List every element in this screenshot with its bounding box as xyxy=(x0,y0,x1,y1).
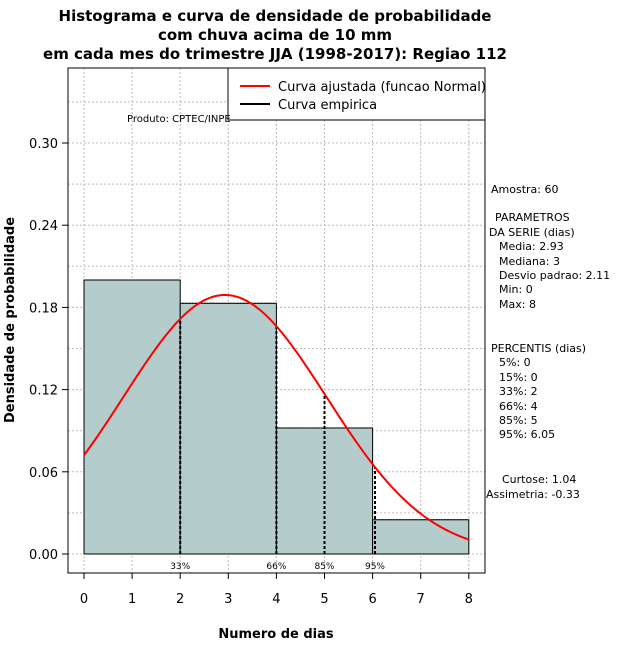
y-tick-label: 0.12 xyxy=(29,384,58,399)
stats-panel: Amostra: 60 PARAMETROS DA SERIE (dias) M… xyxy=(486,183,610,501)
x-tick-label: 5 xyxy=(320,592,328,607)
stat-mean: Media: 2.93 xyxy=(499,240,564,253)
stat-median: Mediana: 3 xyxy=(499,255,560,268)
x-tick-label: 8 xyxy=(465,592,473,607)
y-tick-label: 0.06 xyxy=(29,466,58,481)
percentile-85: 85%: 5 xyxy=(499,414,538,427)
x-tick-label: 2 xyxy=(176,592,184,607)
stat-kurtosis: Curtose: 1.04 xyxy=(502,473,576,486)
chart-title-line-1: Histograma e curva de densidade de proba… xyxy=(59,7,492,25)
percentile-lines: 33% 66% 85% 95% xyxy=(170,318,385,572)
sample-size: Amostra: 60 xyxy=(491,183,558,196)
percentile-label-66: 66% xyxy=(266,562,286,572)
legend: Curva ajustada (funcao Normal) Curva emp… xyxy=(227,67,486,121)
percentile-label-33: 33% xyxy=(170,562,190,572)
histogram-bar-3 xyxy=(372,519,470,555)
percentiles-title: PERCENTIS (dias) xyxy=(491,342,586,355)
x-tick-label: 1 xyxy=(128,592,136,607)
stat-min: Min: 0 xyxy=(499,283,533,296)
y-tick-label: 0.18 xyxy=(29,301,58,316)
normal-curve-line xyxy=(83,293,470,541)
params-title-2: DA SERIE (dias) xyxy=(489,226,575,239)
y-tick-label: 0.00 xyxy=(29,548,58,563)
percentile-5: 5%: 0 xyxy=(499,356,531,369)
x-axis: 0 1 2 3 4 5 6 7 8 xyxy=(80,573,473,607)
y-tick-label: 0.30 xyxy=(29,137,58,152)
percentile-label-95: 95% xyxy=(365,562,385,572)
product-label: Produto: CPTEC/INPE xyxy=(127,114,231,125)
chart-title-line-2: com chuva acima de 10 mm xyxy=(158,26,392,44)
x-tick-label: 3 xyxy=(224,592,232,607)
histogram-bar-1 xyxy=(179,302,277,555)
legend-label-normal: Curva ajustada (funcao Normal) xyxy=(278,80,486,95)
percentile-15: 15%: 0 xyxy=(499,371,538,384)
chart-title-line-3: em cada mes do trimestre JJA (1998-2017)… xyxy=(43,45,507,63)
x-tick-label: 0 xyxy=(80,592,88,607)
legend-box xyxy=(227,67,486,121)
legend-label-empirical: Curva empirica xyxy=(278,98,377,113)
percentile-33: 33%: 2 xyxy=(499,385,538,398)
x-axis-title: Numero de dias xyxy=(218,627,334,642)
x-tick-label: 4 xyxy=(272,592,280,607)
percentile-66: 66%: 4 xyxy=(499,400,538,413)
histogram-bar-0 xyxy=(83,279,181,555)
y-tick-label: 0.24 xyxy=(29,219,58,234)
y-axis: 0.00 0.06 0.12 0.18 0.24 0.30 xyxy=(29,137,68,563)
percentile-label-85: 85% xyxy=(314,562,334,572)
histogram-bars xyxy=(83,279,470,555)
percentile-95: 95%: 6.05 xyxy=(499,428,555,441)
x-tick-label: 6 xyxy=(368,592,376,607)
params-title-1: PARAMETROS xyxy=(495,211,570,224)
y-axis-title: Densidade de probabilidade xyxy=(3,217,18,423)
stat-skewness: Assimetria: -0.33 xyxy=(486,488,580,501)
stat-max: Max: 8 xyxy=(499,298,536,311)
stat-stddev: Desvio padrao: 2.11 xyxy=(499,269,610,282)
x-tick-label: 7 xyxy=(417,592,425,607)
